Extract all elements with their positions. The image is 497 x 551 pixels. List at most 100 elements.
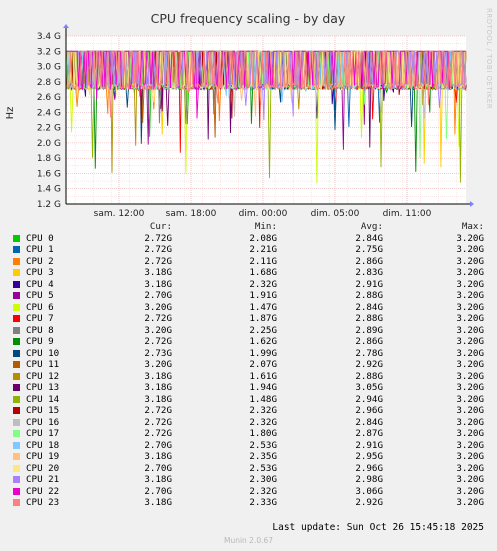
legend-row: CPU 12 3.18G 1.61G 2.88G 3.20G	[0, 371, 497, 383]
legend-header: Cur: Min: Avg: Max:	[0, 221, 497, 233]
legend-max: 3.20G	[456, 255, 484, 267]
legend-max: 3.20G	[456, 313, 484, 324]
legend-max: 3.20G	[456, 474, 484, 485]
x-tick-label: sam. 18:00	[166, 209, 217, 219]
legend-swatch	[13, 349, 20, 357]
legend-row: CPU 7 2.72G 1.87G 2.88G 3.20G	[0, 313, 497, 325]
legend-cur: 2.70G	[144, 462, 172, 474]
y-tick-label: 2.8 G	[37, 78, 61, 88]
legend-swatch	[13, 453, 20, 460]
legend-avg: 2.95G	[355, 451, 383, 462]
y-tick-label: 2.4 G	[37, 108, 61, 118]
legend-row: CPU 9 2.72G 1.62G 2.86G 3.20G	[0, 336, 497, 348]
y-axis-label: Hz	[5, 107, 16, 120]
legend-avg: 2.92G	[355, 497, 383, 508]
legend-min: 2.30G	[249, 474, 277, 485]
y-tick-label: 3.0 G	[37, 63, 61, 73]
legend-row: CPU 0 2.72G 2.08G 2.84G 3.20G	[0, 233, 497, 245]
legend-min: 1.62G	[249, 336, 277, 347]
legend-swatch	[13, 361, 20, 368]
legend-cpu-name: CPU 2	[26, 255, 54, 267]
legend-max: 3.20G	[456, 393, 484, 405]
legend-cpu-name: CPU 11	[26, 359, 60, 370]
legend-cur: 2.70G	[144, 485, 172, 497]
legend-swatch	[13, 395, 20, 403]
legend-avg: 2.86G	[355, 255, 383, 267]
legend-row: CPU 18 2.70G 2.53G 2.91G 3.20G	[0, 440, 497, 452]
legend-min: 1.91G	[249, 290, 277, 301]
series-lines	[65, 50, 467, 184]
legend-cpu-name: CPU 19	[26, 451, 60, 462]
legend-cur: 2.72G	[144, 416, 172, 428]
legend-avg: 2.89G	[355, 324, 383, 336]
legend-min: 2.25G	[249, 324, 277, 336]
legend-avg: 2.92G	[355, 359, 383, 370]
legend-avg: 2.87G	[355, 428, 383, 439]
legend-avg: 2.86G	[355, 336, 383, 347]
legend-cpu-name: CPU 20	[26, 462, 60, 474]
legend-swatch	[13, 326, 20, 334]
legend-max: 3.20G	[456, 370, 484, 382]
y-ticks: 1.2 G 1.4 G 1.6 G 1.8 G 2.0 G 2.2 G 2.4 G 2.6 G…	[37, 32, 61, 210]
legend-cur: 2.72G	[144, 232, 172, 244]
legend-min: 2.32G	[249, 485, 277, 497]
legend-row: CPU 3 3.18G 1.68G 2.83G 3.20G	[0, 267, 497, 279]
legend-max: 3.20G	[456, 416, 484, 428]
legend-max: 3.20G	[456, 439, 484, 451]
legend-cpu-name: CPU 10	[26, 347, 60, 359]
legend-swatch	[13, 257, 20, 265]
legend-max: 3.20G	[456, 405, 484, 416]
legend-row: CPU 22 2.70G 2.32G 3.06G 3.20G	[0, 486, 497, 498]
legend-swatch	[13, 338, 20, 345]
legend-min: 2.08G	[249, 232, 277, 244]
legend-row: CPU 17 2.72G 1.80G 2.87G 3.20G	[0, 428, 497, 440]
legend-cur: 2.70G	[144, 439, 172, 451]
legend-max: 3.20G	[456, 301, 484, 313]
legend-min: 1.47G	[249, 301, 277, 313]
legend-cur: 3.18G	[144, 474, 172, 485]
legend-row: CPU 13 3.18G 1.94G 3.05G 3.20G	[0, 382, 497, 394]
legend-max: 3.20G	[456, 497, 484, 508]
legend-cpu-name: CPU 23	[26, 497, 60, 508]
legend-min: 2.35G	[249, 451, 277, 462]
legend-swatch	[13, 476, 20, 483]
legend-min: 2.11G	[249, 255, 277, 267]
legend-row: CPU 11 3.20G 2.07G 2.92G 3.20G	[0, 359, 497, 371]
legend-cpu-name: CPU 1	[26, 244, 54, 255]
legend-max: 3.20G	[456, 336, 484, 347]
x-tick-label: dim. 05:00	[311, 209, 360, 219]
legend-row: CPU 20 2.70G 2.53G 2.96G 3.20G	[0, 463, 497, 475]
legend-avg: 2.88G	[355, 290, 383, 301]
y-tick-label: 2.0 G	[37, 139, 61, 149]
legend-min: 2.33G	[249, 497, 277, 508]
legend-row: CPU 8 3.20G 2.25G 2.89G 3.20G	[0, 325, 497, 337]
legend-max: 3.20G	[456, 244, 484, 255]
legend-min: 1.48G	[249, 393, 277, 405]
legend-avg: 2.96G	[355, 405, 383, 416]
legend-min: 1.80G	[249, 428, 277, 439]
col-cur: Cur:	[149, 221, 172, 232]
y-tick-label: 1.4 G	[37, 185, 61, 195]
legend-avg: 2.91G	[355, 278, 383, 290]
legend-max: 3.20G	[456, 428, 484, 439]
legend-swatch	[13, 441, 20, 449]
legend-min: 2.21G	[249, 244, 277, 255]
legend-cur: 3.18G	[144, 382, 172, 393]
legend-max: 3.20G	[456, 278, 484, 290]
legend-swatch	[13, 487, 20, 495]
legend-cpu-name: CPU 16	[26, 416, 60, 428]
legend-max: 3.20G	[456, 347, 484, 359]
legend-swatch	[13, 430, 20, 437]
legend-row: CPU 19 3.18G 2.35G 2.95G 3.20G	[0, 451, 497, 463]
legend-avg: 2.84G	[355, 232, 383, 244]
legend-cur: 3.20G	[144, 359, 172, 370]
legend-max: 3.20G	[456, 451, 484, 462]
legend-avg: 2.91G	[355, 439, 383, 451]
legend-avg: 2.94G	[355, 393, 383, 405]
legend-swatch	[13, 384, 20, 391]
legend-swatch	[13, 246, 20, 253]
legend-row: CPU 10 2.73G 1.99G 2.78G 3.20G	[0, 348, 497, 360]
legend-swatch	[13, 464, 20, 472]
rrdtool-credit: RRDTOOL / TOBI OETIKER	[485, 8, 493, 109]
x-axis-arrow-icon	[470, 201, 474, 207]
